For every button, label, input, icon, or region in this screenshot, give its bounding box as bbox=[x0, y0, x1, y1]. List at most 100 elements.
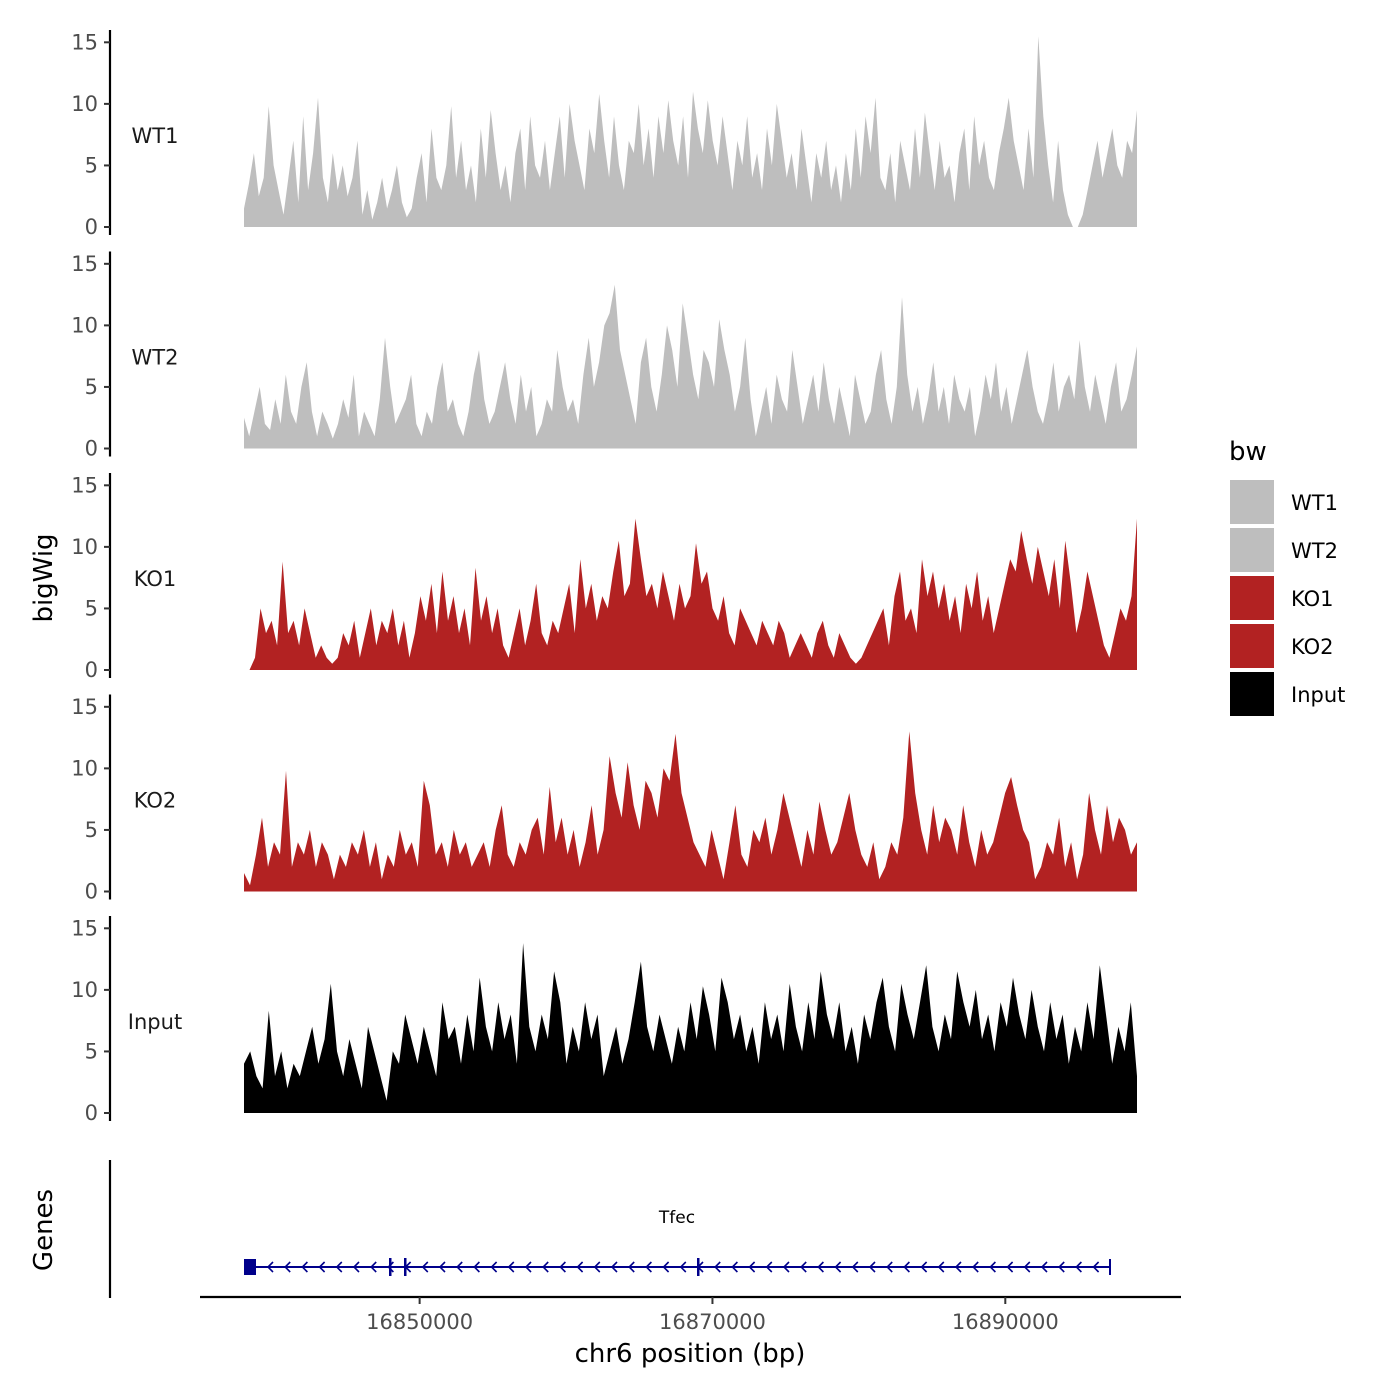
strand-arrow bbox=[301, 1261, 308, 1273]
legend-key-wt1 bbox=[1230, 480, 1274, 524]
coverage-area-ko1 bbox=[244, 518, 1137, 670]
coverage-area-input bbox=[244, 943, 1137, 1113]
coverage-area-ko2 bbox=[244, 731, 1137, 892]
y-tick-label: 10 bbox=[71, 756, 98, 780]
legend-key-ko2 bbox=[1230, 624, 1274, 668]
strand-arrow bbox=[920, 1261, 928, 1273]
strand-arrow bbox=[679, 1261, 687, 1273]
strand-arrow bbox=[731, 1261, 738, 1273]
coverage-area-wt2 bbox=[244, 284, 1137, 449]
strand-arrow bbox=[662, 1261, 670, 1273]
y-axis-title-bigwig: bigWig bbox=[29, 533, 59, 622]
strand-arrow bbox=[903, 1261, 910, 1273]
strand-arrow bbox=[748, 1261, 756, 1273]
y-tick-label: 0 bbox=[85, 658, 98, 682]
x-axis: 16850000 16870000 16890000 bbox=[200, 1295, 1181, 1334]
strand-arrow bbox=[593, 1261, 601, 1273]
legend-label-ko2: KO2 bbox=[1291, 635, 1334, 659]
track-ko1: 0 5 10 15 KO1 bbox=[71, 473, 1137, 682]
y-tick-label: 10 bbox=[71, 978, 98, 1002]
x-axis-title: chr6 position (bp) bbox=[575, 1339, 806, 1369]
coverage-area-wt1 bbox=[244, 36, 1137, 228]
y-tick-label: 10 bbox=[71, 313, 98, 337]
x-tick-label: 16890000 bbox=[952, 1310, 1059, 1334]
strand-arrow bbox=[387, 1261, 394, 1273]
legend-label-ko1: KO1 bbox=[1291, 587, 1334, 611]
y-tick-label: 5 bbox=[85, 1039, 98, 1063]
strand-arrow bbox=[645, 1261, 652, 1273]
track-wt1: 0 5 10 15 WT1 bbox=[71, 30, 1137, 239]
gene-tfec: Tfec bbox=[244, 1208, 1111, 1276]
track-label-input: Input bbox=[128, 1010, 182, 1034]
track-input: 0 5 10 15 Input bbox=[71, 916, 1137, 1125]
legend-label-wt1: WT1 bbox=[1291, 491, 1338, 515]
strand-arrow bbox=[266, 1261, 274, 1273]
gene-track: Tfec bbox=[108, 1160, 1111, 1298]
strand-arrow bbox=[868, 1261, 876, 1273]
legend-key-input bbox=[1230, 672, 1274, 716]
track-ko2: 0 5 10 15 KO2 bbox=[71, 694, 1137, 904]
strand-arrow bbox=[1023, 1261, 1031, 1273]
y-tick-label: 0 bbox=[85, 1101, 98, 1125]
strand-arrow bbox=[1040, 1261, 1048, 1273]
y-tick-label: 0 bbox=[85, 880, 98, 904]
track-label-ko2: KO2 bbox=[134, 789, 177, 813]
strand-arrow bbox=[352, 1261, 360, 1273]
strand-arrow bbox=[576, 1261, 584, 1273]
strand-arrow bbox=[1058, 1261, 1065, 1273]
y-tick-label: 5 bbox=[85, 596, 98, 620]
y-tick-label: 15 bbox=[71, 252, 98, 276]
x-tick-label: 16850000 bbox=[366, 1310, 473, 1334]
y-axis-title-genes: Genes bbox=[29, 1189, 59, 1271]
strand-arrow bbox=[989, 1261, 996, 1273]
strand-arrow bbox=[421, 1261, 429, 1273]
strand-arrow bbox=[817, 1261, 824, 1273]
strand-arrow bbox=[490, 1261, 498, 1273]
strand-arrow bbox=[318, 1261, 326, 1273]
coverage-tracks: 0 5 10 15 WT1 0 5 10 15 WT2 0 5 10 15 KO1 0 5 10 15 KO2 0 5 10… bbox=[71, 30, 1137, 1125]
strand-arrow bbox=[335, 1261, 343, 1273]
strand-arrow bbox=[610, 1261, 618, 1273]
legend: bw WT1 WT2 KO1 KO2 Input bbox=[1229, 437, 1345, 716]
strand-arrow bbox=[473, 1261, 480, 1273]
strand-arrow bbox=[370, 1261, 377, 1273]
legend-label-wt2: WT2 bbox=[1291, 539, 1338, 563]
strand-arrow bbox=[782, 1261, 790, 1273]
strand-arrow bbox=[886, 1261, 893, 1273]
y-tick-label: 10 bbox=[71, 92, 98, 116]
strand-arrow bbox=[937, 1261, 945, 1273]
y-tick-label: 5 bbox=[85, 818, 98, 842]
strand-arrow bbox=[851, 1261, 859, 1273]
track-label-ko1: KO1 bbox=[134, 567, 177, 591]
strand-arrow bbox=[800, 1261, 807, 1273]
y-tick-label: 5 bbox=[85, 375, 98, 399]
strand-arrow bbox=[954, 1261, 962, 1273]
strand-arrow bbox=[524, 1261, 532, 1273]
y-tick-label: 0 bbox=[85, 215, 98, 239]
strand-arrow bbox=[834, 1261, 842, 1273]
strand-arrow bbox=[456, 1261, 463, 1273]
legend-title: bw bbox=[1229, 437, 1267, 467]
strand-arrow bbox=[714, 1261, 721, 1273]
strand-arrow bbox=[559, 1261, 566, 1273]
strand-arrow bbox=[507, 1261, 515, 1273]
x-tick-label: 16870000 bbox=[659, 1310, 766, 1334]
y-tick-label: 15 bbox=[71, 473, 98, 497]
strand-arrow bbox=[1075, 1261, 1082, 1273]
gene-name-label: Tfec bbox=[658, 1208, 695, 1228]
y-tick-label: 0 bbox=[85, 437, 98, 461]
strand-arrow bbox=[1006, 1261, 1014, 1273]
strand-arrow bbox=[404, 1261, 412, 1273]
legend-key-wt2 bbox=[1230, 528, 1274, 572]
strand-arrow bbox=[1092, 1261, 1100, 1273]
gene-exon bbox=[389, 1258, 392, 1276]
legend-label-input: Input bbox=[1291, 683, 1345, 707]
track-label-wt2: WT2 bbox=[132, 346, 179, 370]
strand-arrow bbox=[628, 1261, 635, 1273]
strand-arrow bbox=[765, 1261, 773, 1273]
strand-arrow bbox=[438, 1261, 446, 1273]
strand-arrow bbox=[972, 1261, 979, 1273]
y-tick-label: 15 bbox=[71, 30, 98, 54]
